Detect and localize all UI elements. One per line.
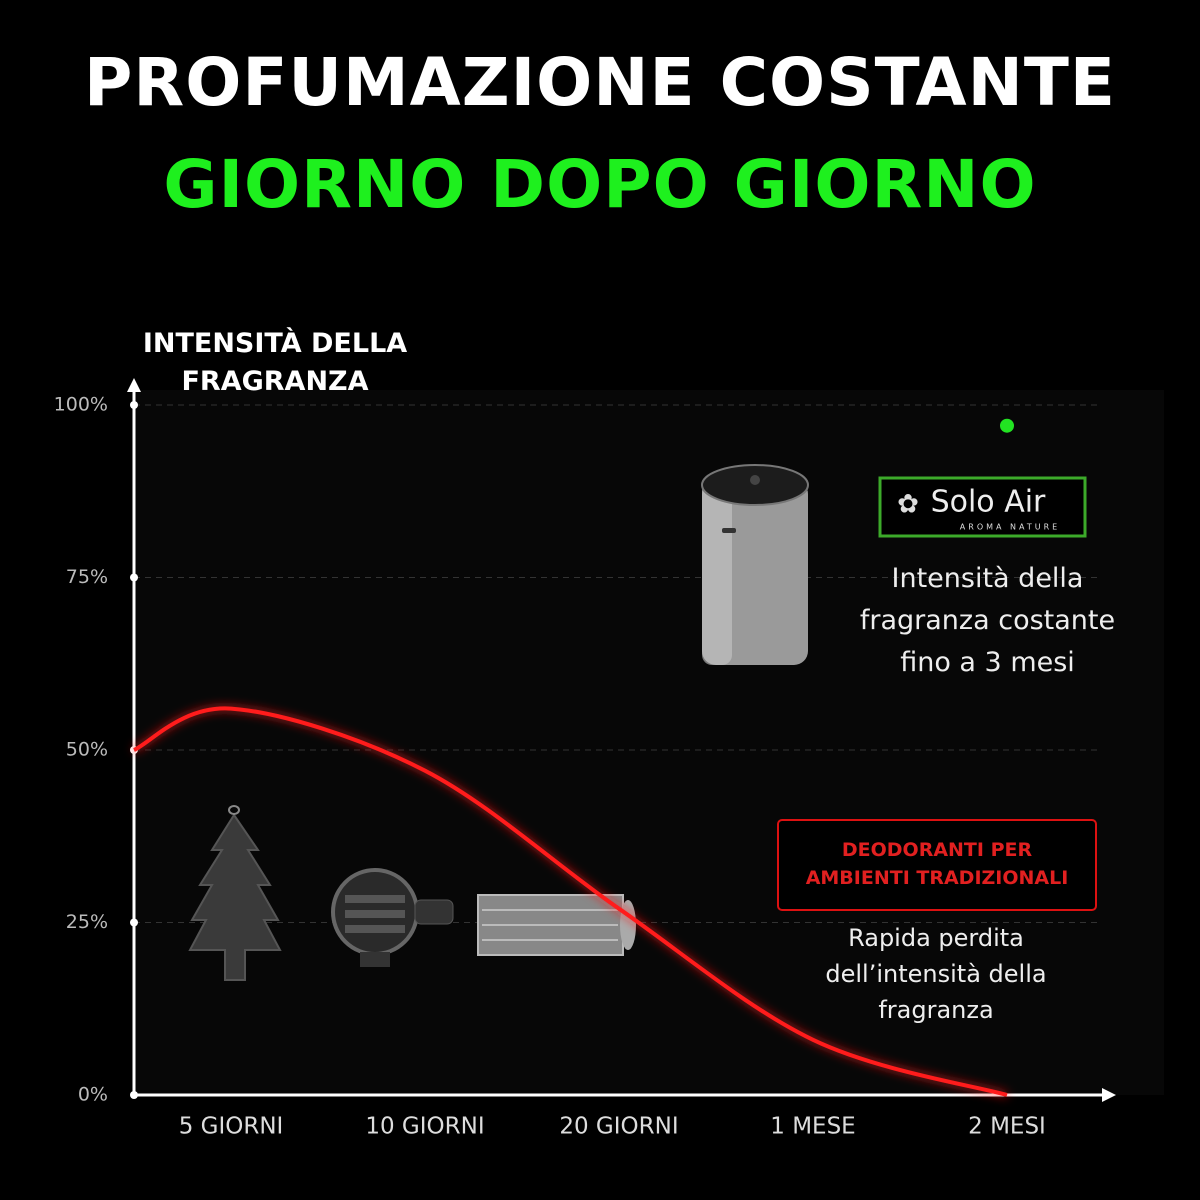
y-tick-label: 25% <box>66 911 108 933</box>
tree-icon <box>188 805 282 981</box>
x-tick-label: 20 GIORNI <box>559 1114 678 1140</box>
x-tick-label: 1 MESE <box>770 1114 855 1140</box>
legend-label: DEODORANTI PER AMBIENTI TRADIZIONALI <box>805 839 1069 889</box>
tick-dot <box>130 1091 138 1099</box>
tick-dot <box>130 401 138 409</box>
x-tick-label: 10 GIORNI <box>365 1114 484 1140</box>
y-tick-label: 50% <box>66 739 108 761</box>
end-point <box>1000 418 1014 433</box>
x-arrow <box>1102 1088 1116 1102</box>
diffuser-icon <box>701 464 809 665</box>
subtitle: GIORNO DOPO GIORNO <box>163 146 1037 223</box>
title: PROFUMAZIONE COSTANTE <box>84 44 1116 121</box>
y-arrow <box>127 378 141 392</box>
brand-text: Intensità della fragranza costante fino … <box>859 563 1116 678</box>
logo-box <box>878 476 1087 538</box>
vent-icon <box>331 868 454 967</box>
traditional-text: Rapida perdita dell’intensità della frag… <box>825 924 1047 1024</box>
logo-icon: ✿ <box>897 490 919 520</box>
series-line <box>133 706 1008 1097</box>
wood-icon <box>477 894 636 956</box>
y-tick-label: 100% <box>54 394 108 416</box>
logo-name: Solo Air <box>931 485 1046 520</box>
x-tick-label: 2 MESI <box>968 1114 1046 1140</box>
y-tick-label: 75% <box>66 566 108 588</box>
logo-tagline: AROMA NATURE <box>960 523 1060 532</box>
x-tick-label: 5 GIORNI <box>179 1114 284 1140</box>
tick-dot <box>130 573 138 582</box>
legend-box <box>777 819 1097 911</box>
y-tick-label: 0% <box>78 1084 108 1106</box>
y-axis-title: INTENSITÀ DELLA FRAGRANZA <box>142 328 408 397</box>
tick-dot <box>130 918 138 927</box>
